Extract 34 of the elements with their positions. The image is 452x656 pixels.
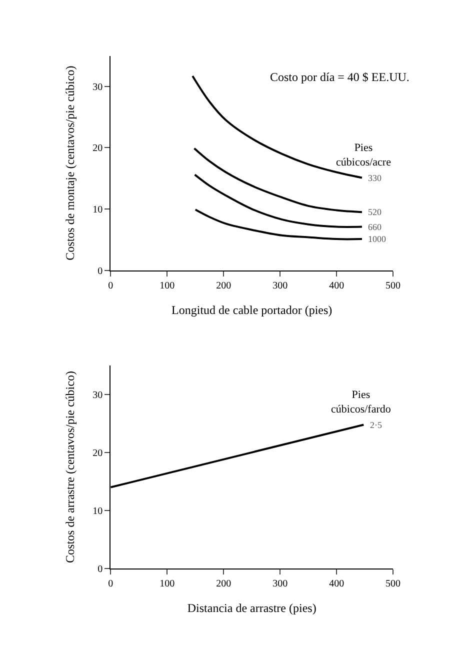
y-tick-label: 20: [92, 448, 103, 460]
line-series: [194, 174, 363, 228]
series-label: 660: [368, 222, 382, 232]
x-tick-label: 300: [272, 578, 288, 590]
x-tick-label: 400: [329, 280, 344, 292]
series-label: 2·5: [370, 420, 382, 430]
x-tick-label: 100: [160, 280, 175, 292]
y-axis-title: Costos de arrastre (centavos/pie cúbico): [62, 371, 77, 563]
y-tick-label: 10: [92, 506, 103, 517]
annotation: Costo por día = 40 $ EE.UU.: [270, 70, 410, 84]
y-tick-label: 30: [92, 390, 103, 402]
series-label: 330: [368, 173, 382, 183]
x-tick-label: 500: [386, 578, 401, 590]
x-axis-title: Distancia de arrastre (pies): [187, 601, 316, 616]
y-axis-title: Costos de montaje (centavos/pie cúbico): [62, 66, 77, 260]
x-tick-label: 400: [329, 578, 344, 590]
legend-title: Pies cúbicos/fardo: [331, 389, 392, 416]
x-tick-label: 100: [160, 578, 175, 590]
y-tick-label: 30: [92, 82, 103, 93]
legend-title: Pies cúbicos/acre: [336, 142, 392, 168]
x-tick-label: 0: [108, 578, 114, 590]
line-series: [194, 208, 363, 240]
series-label: 1000: [368, 234, 386, 244]
y-tick-label: 0: [98, 266, 103, 277]
y-tick-label: 20: [92, 143, 103, 154]
y-tick-label: 0: [98, 564, 103, 575]
y-tick-label: 10: [92, 204, 103, 216]
series-label: 520: [368, 207, 382, 217]
x-tick-label: 200: [216, 578, 232, 590]
x-tick-label: 300: [272, 280, 288, 292]
x-axis-title: Longitud de cable portador (pies): [172, 303, 332, 318]
x-tick-label: 0: [108, 280, 114, 292]
x-tick-label: 200: [216, 280, 232, 292]
x-tick-label: 500: [386, 280, 401, 292]
